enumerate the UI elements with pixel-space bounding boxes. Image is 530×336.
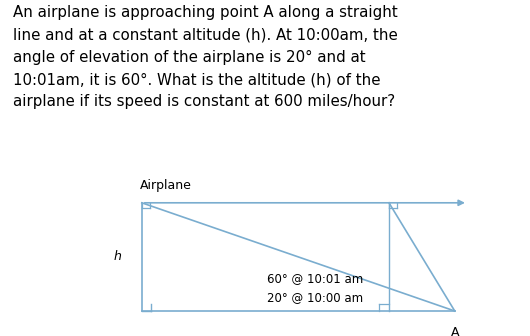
- Text: An airplane is approaching point A along a straight
line and at a constant altit: An airplane is approaching point A along…: [13, 5, 398, 109]
- Text: Airplane: Airplane: [140, 179, 191, 192]
- Text: 20° @ 10:00 am: 20° @ 10:00 am: [267, 292, 364, 304]
- Text: h: h: [114, 250, 122, 263]
- Text: A: A: [450, 327, 459, 336]
- Text: 60° @ 10:01 am: 60° @ 10:01 am: [267, 272, 364, 285]
